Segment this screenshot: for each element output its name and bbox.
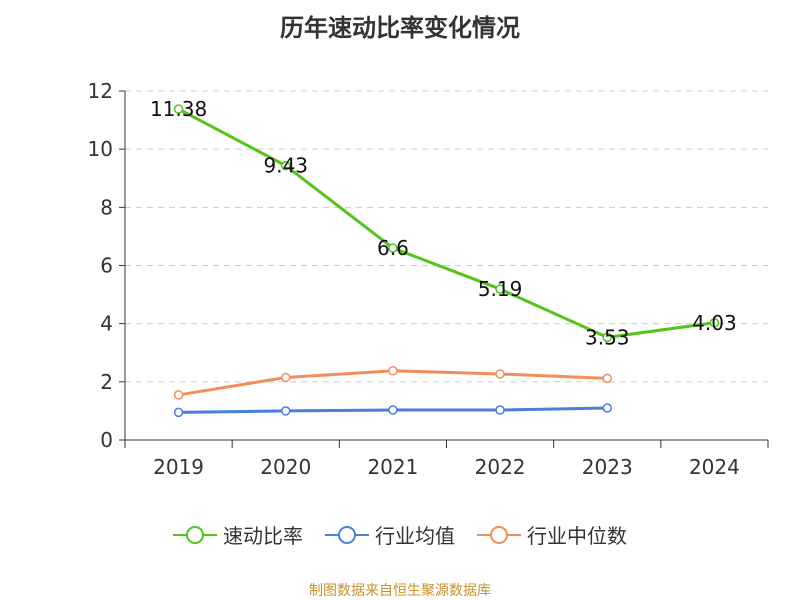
x-tick-label: 2022 — [475, 455, 526, 479]
data-point — [173, 407, 184, 418]
y-tick-label: 8 — [100, 195, 113, 219]
chart-legend: 速动比率 行业均值 行业中位数 — [0, 520, 800, 549]
data-point — [388, 243, 398, 253]
data-label: 3.53 — [585, 325, 630, 349]
data-label: 9.43 — [263, 154, 308, 178]
data-point — [173, 104, 184, 114]
data-point — [602, 403, 612, 413]
y-tick-label: 12 — [88, 79, 113, 103]
data-point — [495, 405, 505, 415]
data-point — [495, 369, 505, 379]
x-tick-label: 2021 — [367, 455, 418, 479]
source-note: 制图数据来自恒生聚源数据库 — [309, 583, 491, 599]
data-label: 6.6 — [377, 236, 409, 260]
y-tick-label: 4 — [100, 312, 113, 336]
series-line-0 — [177, 107, 715, 339]
data-point — [281, 406, 291, 416]
legend-item-industry-average[interactable]: 行业均值 — [325, 520, 455, 549]
legend-industry-average-label: 行业均值 — [375, 524, 455, 548]
legend-quick-ratio-label: 速动比率 — [223, 524, 303, 548]
legend-industry-average-icon — [325, 525, 369, 545]
data-point — [709, 318, 720, 328]
data-point — [281, 372, 291, 383]
data-label: 4.03 — [692, 311, 737, 335]
data-point — [602, 373, 612, 384]
legend-industry-median-icon — [477, 525, 521, 545]
data-point — [388, 366, 398, 376]
x-tick-label: 2024 — [689, 455, 740, 479]
data-point — [173, 390, 184, 400]
legend-item-industry-median[interactable]: 行业中位数 — [477, 520, 627, 549]
data-point — [388, 405, 398, 415]
data-label: 5.19 — [478, 277, 523, 301]
chart-title: 历年速动比率变化情况 — [280, 14, 520, 42]
x-tick-label: 2020 — [260, 455, 311, 479]
legend-item-quick-ratio[interactable]: 速动比率 — [173, 520, 303, 549]
data-point — [495, 284, 505, 294]
y-tick-label: 10 — [88, 137, 113, 161]
y-tick-label: 0 — [100, 428, 113, 452]
data-label: 11.38 — [150, 97, 207, 121]
data-point — [281, 160, 291, 171]
data-point — [602, 332, 612, 343]
legend-industry-median-label: 行业中位数 — [527, 524, 627, 548]
y-tick-label: 2 — [100, 370, 113, 394]
x-tick-label: 2019 — [153, 455, 204, 479]
legend-quick-ratio-icon — [173, 525, 217, 545]
x-tick-label: 2023 — [582, 455, 633, 479]
y-tick-label: 6 — [100, 254, 113, 278]
